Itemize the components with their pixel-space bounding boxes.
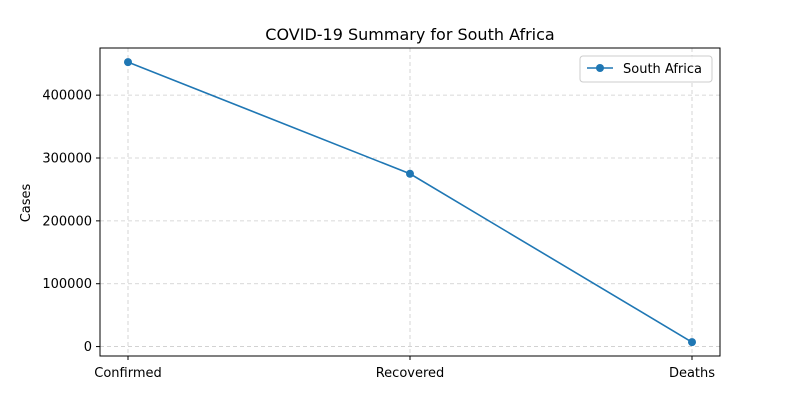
axes: Confirmed Recovered Deaths 0 100000 200000 300… (42, 89, 715, 381)
y-tick-label: 300000 (42, 152, 92, 167)
y-tick-label: 400000 (42, 89, 92, 104)
legend-label: South Africa (623, 62, 702, 77)
y-tick-label: 200000 (42, 214, 92, 229)
y-tick-label: 100000 (42, 277, 92, 292)
x-tick-label: Deaths (669, 366, 715, 381)
series-layer (124, 58, 696, 347)
data-point (124, 58, 132, 67)
legend: South Africa (579, 55, 713, 83)
legend-marker (596, 64, 604, 72)
plot-frame (99, 47, 721, 357)
y-tick-label: 0 (84, 340, 92, 355)
data-point (688, 338, 696, 347)
legend-box (579, 55, 713, 83)
chart-title: COVID-19 Summary for South Africa (265, 25, 554, 44)
x-tick-label: Recovered (376, 366, 445, 381)
y-axis-label: Cases (19, 183, 34, 222)
grid (100, 48, 720, 356)
x-tick-label: Confirmed (94, 366, 162, 381)
data-point (406, 169, 414, 178)
